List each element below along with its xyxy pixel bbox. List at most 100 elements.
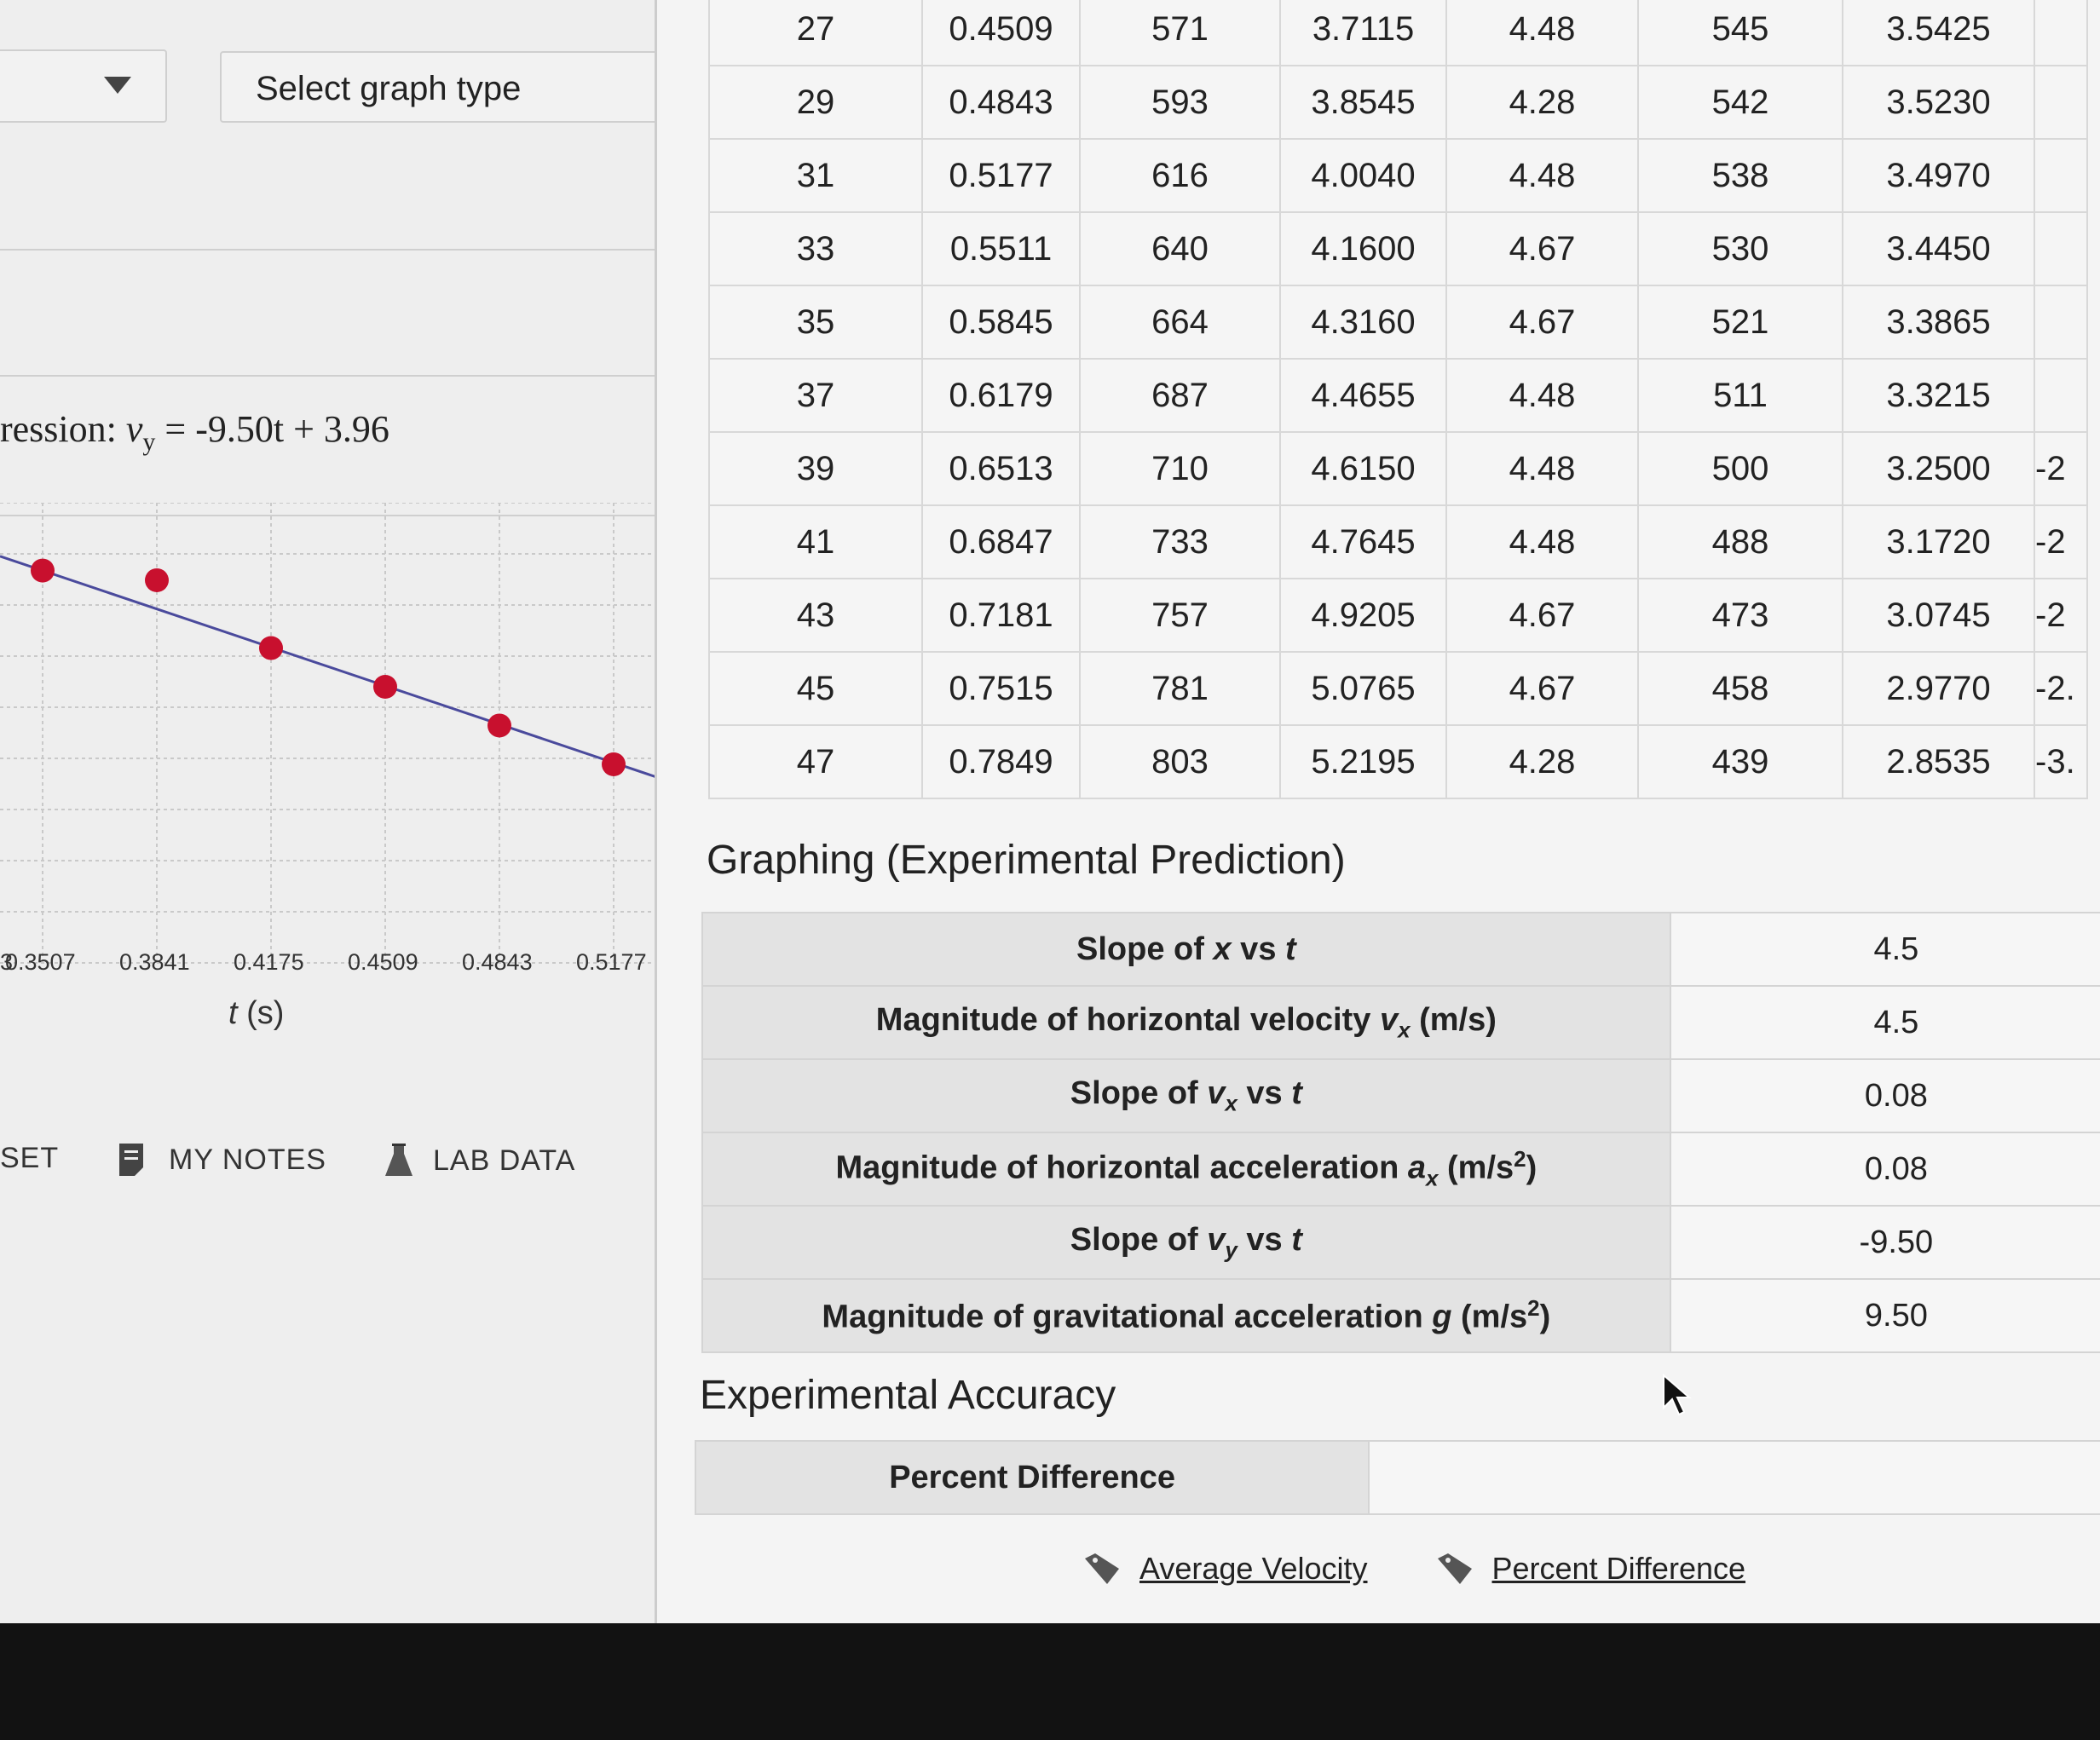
graphing-label: Magnitude of horizontal acceleration ax … bbox=[702, 1132, 1670, 1206]
table-cell: 664 bbox=[1080, 285, 1280, 359]
table-cell: 545 bbox=[1638, 0, 1843, 66]
trajectory-data-table: 27 0.4509 571 3.7115 4.48 545 3.5425 29 0.4843 59… bbox=[708, 0, 2088, 799]
table-row: Magnitude of horizontal acceleration ax … bbox=[702, 1132, 2100, 1206]
table-cell bbox=[2034, 285, 2087, 359]
table-cell: 31 bbox=[709, 139, 922, 212]
table-row: 45 0.7515 781 5.0765 4.67 458 2.9770 -2. bbox=[709, 652, 2087, 725]
table-cell bbox=[2034, 139, 2087, 212]
bottom-nav: SET MY NOTES LAB DATA bbox=[0, 1125, 673, 1210]
x-tick-label: 0.4843 bbox=[462, 949, 533, 975]
table-cell: 4.48 bbox=[1446, 359, 1638, 432]
tag-icon bbox=[1436, 1552, 1474, 1586]
table-cell: 803 bbox=[1080, 725, 1280, 798]
graph-panel: Select graph type ression: vy = -9.50t +… bbox=[0, 0, 673, 1628]
table-row: Magnitude of gravitational acceleration … bbox=[702, 1279, 2100, 1352]
regression-line bbox=[0, 556, 673, 783]
table-cell: 4.28 bbox=[1446, 725, 1638, 798]
table-cell: -2 bbox=[2034, 432, 2087, 505]
table-row: 41 0.6847 733 4.7645 4.48 488 3.1720 -2 bbox=[709, 505, 2087, 579]
table-cell: 0.7181 bbox=[922, 579, 1080, 652]
x-tick-label: 0.3507 bbox=[5, 949, 76, 975]
graphing-label: Slope of vx vs t bbox=[702, 1059, 1670, 1132]
table-cell: 0.7849 bbox=[922, 725, 1080, 798]
help-links: Average Velocity Percent Difference bbox=[1083, 1551, 1745, 1587]
table-cell: 781 bbox=[1080, 652, 1280, 725]
table-cell: 3.5230 bbox=[1843, 66, 2034, 139]
table-cell: 4.48 bbox=[1446, 505, 1638, 579]
table-row: 33 0.5511 640 4.1600 4.67 530 3.4450 bbox=[709, 212, 2087, 285]
table-cell: 4.7645 bbox=[1280, 505, 1446, 579]
graphing-table: Slope of x vs t 4.5 Magnitude of horizonta… bbox=[701, 912, 2100, 1353]
table-cell: 488 bbox=[1638, 505, 1843, 579]
table-cell: 41 bbox=[709, 505, 922, 579]
table-cell: 37 bbox=[709, 359, 922, 432]
table-cell: 33 bbox=[709, 212, 922, 285]
graphing-value[interactable]: 0.08 bbox=[1670, 1132, 2100, 1206]
table-cell: 27 bbox=[709, 0, 922, 66]
table-cell: 43 bbox=[709, 579, 922, 652]
graphing-label: Magnitude of horizontal velocity vx (m/s… bbox=[702, 986, 1670, 1059]
table-cell: 757 bbox=[1080, 579, 1280, 652]
table-cell: 3.7115 bbox=[1280, 0, 1446, 66]
table-cell: 0.4509 bbox=[922, 0, 1080, 66]
graphing-label: Slope of x vs t bbox=[702, 913, 1670, 986]
table-cell: 3.0745 bbox=[1843, 579, 2034, 652]
table-cell: 0.4843 bbox=[922, 66, 1080, 139]
data-point bbox=[602, 752, 626, 776]
reset-tab[interactable]: SET bbox=[0, 1142, 59, 1175]
percent-difference-label: Percent Difference bbox=[695, 1441, 1369, 1514]
table-cell bbox=[2034, 66, 2087, 139]
table-cell: -2 bbox=[2034, 579, 2087, 652]
lab-data-tab[interactable]: LAB DATA bbox=[384, 1142, 575, 1179]
graphing-value[interactable]: -9.50 bbox=[1670, 1206, 2100, 1279]
notes-icon bbox=[118, 1142, 150, 1178]
table-row: 31 0.5177 616 4.0040 4.48 538 3.4970 bbox=[709, 139, 2087, 212]
x-tick-label: 0.4509 bbox=[348, 949, 418, 975]
table-row: 39 0.6513 710 4.6150 4.48 500 3.2500 -2 bbox=[709, 432, 2087, 505]
my-notes-tab[interactable]: MY NOTES bbox=[118, 1142, 326, 1178]
table-cell: 500 bbox=[1638, 432, 1843, 505]
table-cell: 3.3215 bbox=[1843, 359, 2034, 432]
table-cell: 521 bbox=[1638, 285, 1843, 359]
table-cell: 616 bbox=[1080, 139, 1280, 212]
table-cell: 593 bbox=[1080, 66, 1280, 139]
table-cell: 4.9205 bbox=[1280, 579, 1446, 652]
data-point bbox=[31, 559, 55, 583]
graphing-value[interactable]: 4.5 bbox=[1670, 913, 2100, 986]
table-cell: 0.6847 bbox=[922, 505, 1080, 579]
table-cell bbox=[2034, 212, 2087, 285]
table-cell bbox=[2034, 359, 2087, 432]
data-point bbox=[488, 713, 511, 737]
average-velocity-link[interactable]: Average Velocity bbox=[1083, 1551, 1368, 1587]
table-row: 47 0.7849 803 5.2195 4.28 439 2.8535 -3. bbox=[709, 725, 2087, 798]
table-row: 35 0.5845 664 4.3160 4.67 521 3.3865 bbox=[709, 285, 2087, 359]
table-cell: -2 bbox=[2034, 505, 2087, 579]
table-cell: -3. bbox=[2034, 725, 2087, 798]
percent-difference-link[interactable]: Percent Difference bbox=[1436, 1551, 1746, 1587]
divider bbox=[0, 249, 682, 251]
table-cell: 47 bbox=[709, 725, 922, 798]
graphing-value[interactable]: 0.08 bbox=[1670, 1059, 2100, 1132]
x-axis-label: t (s) bbox=[228, 995, 284, 1032]
x-tick-label: 0.3841 bbox=[119, 949, 190, 975]
variable-dropdown[interactable] bbox=[0, 49, 167, 123]
accuracy-table: Percent Difference bbox=[695, 1440, 2100, 1515]
table-cell: 4.67 bbox=[1446, 579, 1638, 652]
graphing-label: Magnitude of gravitational acceleration … bbox=[702, 1279, 1670, 1352]
table-cell: 39 bbox=[709, 432, 922, 505]
x-tick-label: 0.5177 bbox=[576, 949, 647, 975]
percent-difference-value[interactable] bbox=[1369, 1441, 2100, 1514]
table-cell: 4.48 bbox=[1446, 432, 1638, 505]
table-row: 37 0.6179 687 4.4655 4.48 511 3.3215 bbox=[709, 359, 2087, 432]
table-row: Slope of vx vs t 0.08 bbox=[702, 1059, 2100, 1132]
table-cell: 530 bbox=[1638, 212, 1843, 285]
mouse-pointer-icon bbox=[1662, 1374, 1696, 1420]
graph-type-select[interactable]: Select graph type bbox=[220, 51, 680, 123]
table-cell: 2.8535 bbox=[1843, 725, 2034, 798]
table-cell: 511 bbox=[1638, 359, 1843, 432]
graphing-value[interactable]: 4.5 bbox=[1670, 986, 2100, 1059]
table-cell: 5.2195 bbox=[1280, 725, 1446, 798]
table-cell: 4.67 bbox=[1446, 652, 1638, 725]
table-row: 29 0.4843 593 3.8545 4.28 542 3.5230 bbox=[709, 66, 2087, 139]
graphing-value[interactable]: 9.50 bbox=[1670, 1279, 2100, 1352]
